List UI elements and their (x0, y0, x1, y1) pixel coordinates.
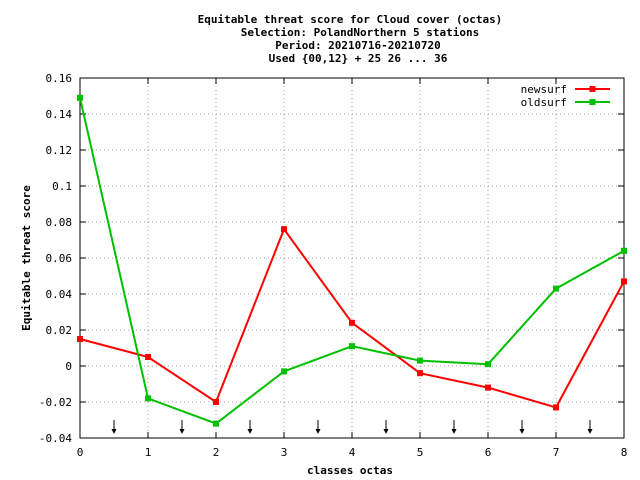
legend-label: oldsurf (521, 96, 567, 109)
arrow-markers (111, 420, 593, 434)
data-point (281, 226, 287, 233)
arrow-head (451, 429, 457, 434)
legend-marker (589, 99, 596, 105)
data-point (77, 336, 83, 342)
data-point (145, 395, 151, 402)
y-tick-label: 0.16 (46, 72, 73, 85)
y-axis-label: Equitable threat score (20, 185, 33, 331)
plot-frame (79, 77, 625, 439)
data-point (553, 404, 559, 411)
x-tick-label: 2 (213, 446, 220, 459)
data-point (213, 399, 219, 405)
arrow-head (179, 429, 185, 434)
x-tick-label: 5 (417, 446, 424, 459)
data-point (485, 384, 491, 391)
data-point (621, 247, 627, 254)
y-tick-label: 0.04 (46, 288, 73, 301)
x-tick-label: 4 (349, 446, 356, 459)
data-point (553, 285, 559, 292)
y-tick-label: 0.14 (46, 108, 73, 121)
arrow-head (315, 429, 321, 434)
data-point (281, 368, 287, 375)
legend-label: newsurf (521, 83, 567, 96)
y-tick-label: -0.02 (39, 396, 72, 409)
y-tick-label: 0 (65, 360, 72, 373)
y-tick-label: 0.12 (46, 144, 73, 157)
x-axis-label: classes octas (307, 464, 393, 477)
data-point (621, 278, 627, 285)
y-tick-label: 0.08 (46, 216, 73, 229)
x-tick-label: 3 (281, 446, 288, 459)
grid (80, 78, 624, 438)
data-point (145, 354, 151, 360)
y-tick-label: 0.1 (52, 180, 72, 193)
arrow-head (383, 429, 389, 434)
data-point (77, 94, 83, 101)
data-point (417, 370, 423, 377)
x-tick-label: 1 (145, 446, 152, 459)
y-tick-label: 0.06 (46, 252, 73, 265)
x-tick-label: 6 (485, 446, 492, 459)
data-point (349, 319, 355, 326)
data-point (213, 420, 219, 427)
chart-title: Equitable threat score for Cloud cover (… (198, 13, 503, 65)
y-tick-label: 0.02 (46, 324, 73, 337)
arrow-head (587, 429, 593, 434)
data-point (485, 361, 491, 368)
title-line: Period: 20210716-20210720 (275, 39, 441, 52)
x-tick-label: 8 (621, 446, 628, 459)
arrow-head (519, 429, 525, 434)
data-point (417, 357, 423, 364)
data-point (349, 343, 355, 350)
title-line: Used {00,12} + 25 26 ... 36 (269, 52, 448, 65)
x-tick-label: 7 (553, 446, 560, 459)
title-line: Selection: PolandNorthern 5 stations (241, 26, 479, 39)
arrow-head (111, 429, 117, 434)
legend-marker (589, 86, 596, 92)
x-tick-label: 0 (77, 446, 84, 459)
arrow-head (247, 429, 253, 434)
series-group (77, 94, 627, 427)
y-tick-label: -0.04 (39, 432, 72, 445)
title-line: Equitable threat score for Cloud cover (… (198, 13, 503, 26)
